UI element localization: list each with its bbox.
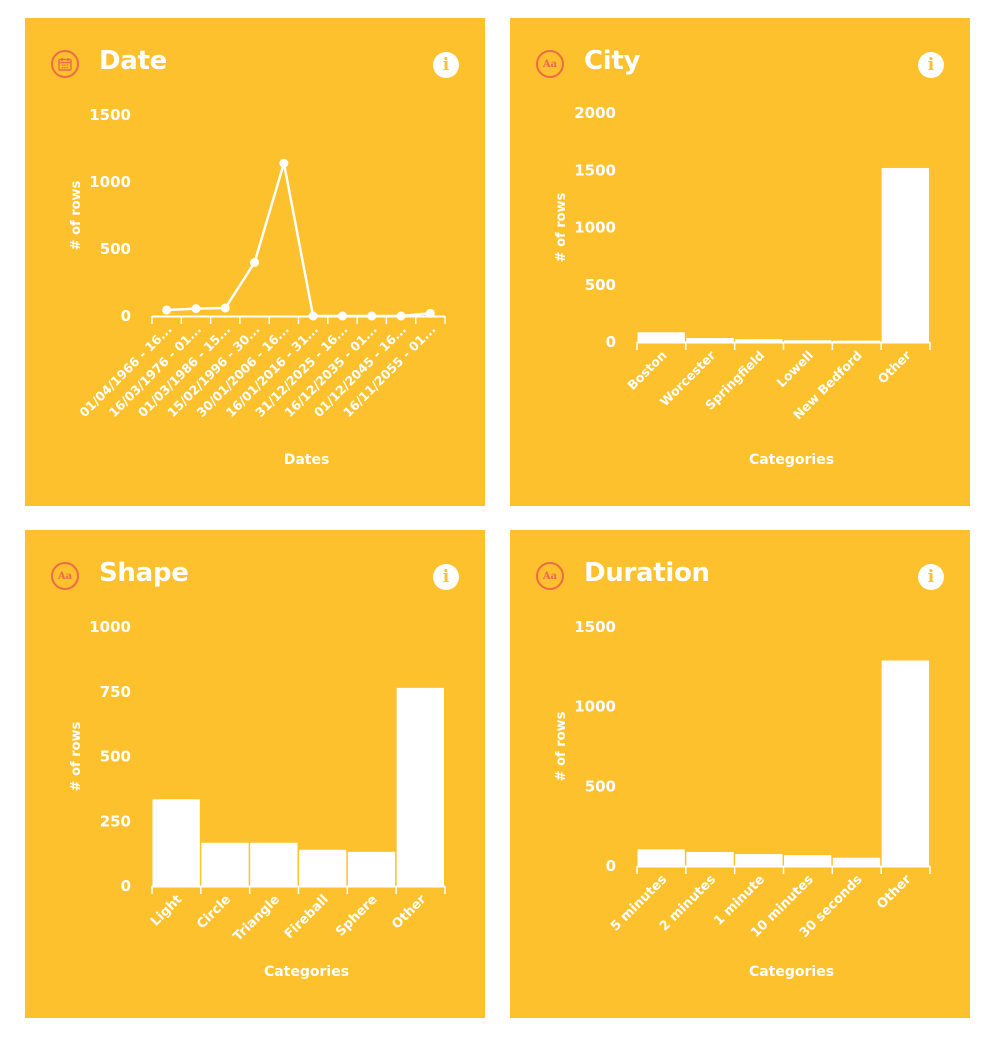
info-icon[interactable]: i	[918, 52, 944, 78]
duration-panel: Aa Duration i 0 500 1000 1500 # of rows Categ…	[510, 530, 970, 1018]
y-tick-label: 1000	[574, 698, 616, 716]
info-icon[interactable]: i	[433, 52, 459, 78]
y-tick-label: 1000	[89, 618, 131, 636]
y-tick-label: 0	[121, 877, 131, 895]
data-point	[308, 311, 318, 321]
y-tick-label: 1500	[89, 106, 131, 124]
text-type-icon: Aa	[51, 562, 79, 590]
panel-title: City	[584, 46, 641, 76]
y-tick-label: 250	[100, 812, 131, 830]
x-tick-label: Triangle	[231, 892, 283, 944]
city-panel: Aa City i 0 500 1000 1500 2000 # of rows Categ…	[510, 18, 970, 506]
info-icon[interactable]: i	[918, 564, 944, 590]
text-type-icon: Aa	[536, 562, 564, 590]
y-tick-label: 1000	[574, 219, 616, 237]
bar	[686, 337, 734, 342]
info-icon[interactable]: i	[433, 564, 459, 590]
x-axis-label: Categories	[264, 964, 349, 980]
shape-panel: Aa Shape i 0 250 500 750 1000 # of rows Catego…	[25, 530, 485, 1018]
y-axis-label: # of rows	[554, 711, 569, 781]
data-point	[279, 158, 289, 168]
bar	[881, 167, 929, 342]
y-axis-label: # of rows	[69, 180, 84, 250]
panel-title: Shape	[99, 558, 189, 588]
panel-title: Duration	[584, 558, 710, 588]
calendar-icon-glyph	[58, 58, 72, 71]
y-tick-label: 2000	[574, 104, 616, 122]
panel-header: Date i	[25, 18, 485, 108]
data-point	[191, 304, 201, 314]
bar	[637, 332, 685, 342]
bar	[686, 851, 734, 866]
y-tick-label: 0	[121, 307, 131, 325]
y-tick-label: 500	[100, 240, 131, 258]
data-point	[162, 305, 172, 315]
data-point	[367, 311, 377, 321]
y-tick-label: 1500	[574, 618, 616, 636]
y-tick-label: 500	[100, 748, 131, 766]
bar	[299, 849, 347, 886]
bar	[347, 851, 396, 886]
x-tick-label: Other	[875, 347, 915, 387]
text-type-icon: Aa	[536, 50, 564, 78]
y-tick-label: 1500	[574, 161, 616, 179]
x-tick-label: Light	[148, 892, 185, 929]
y-axis-label: # of rows	[69, 721, 84, 791]
series-line	[166, 161, 431, 318]
x-tick-label: Other	[389, 892, 430, 933]
bar	[201, 842, 249, 886]
y-tick-label: 750	[100, 683, 131, 701]
bar	[250, 842, 298, 886]
data-point	[425, 308, 435, 318]
shape-bar-chart: 0 250 500 750 1000 # of rows Categories Light Ci…	[69, 618, 446, 980]
data-point	[396, 311, 406, 321]
bar	[396, 687, 444, 886]
x-tick-label: Circle	[194, 892, 234, 932]
data-point	[250, 257, 260, 267]
x-tick-label: Sphere	[333, 892, 380, 939]
x-axis-label: Dates	[284, 452, 330, 468]
y-tick-label: 1000	[89, 173, 131, 191]
x-tick-label: Fireball	[282, 892, 332, 942]
bar	[832, 857, 881, 866]
y-axis-label: # of rows	[554, 192, 569, 262]
bar	[784, 855, 832, 866]
y-tick-label: 0	[606, 333, 616, 351]
x-axis-label: Categories	[749, 964, 834, 980]
y-tick-label: 500	[585, 276, 616, 294]
calendar-icon	[51, 50, 79, 78]
panel-header: Aa City i	[510, 18, 970, 108]
date-panel: Date i 0 500 1000 1500 # of rows Dates 01/04/1…	[25, 18, 485, 506]
y-tick-label: 500	[585, 777, 616, 795]
y-tick-label: 0	[606, 857, 616, 875]
bar	[832, 340, 881, 342]
city-bar-chart: 0 500 1000 1500 2000 # of rows Categories Bosto…	[554, 104, 931, 468]
bar	[152, 799, 200, 886]
x-axis-label: Categories	[749, 452, 834, 468]
panel-header: Aa Duration i	[510, 530, 970, 620]
panel-title: Date	[99, 46, 167, 76]
x-tick-label: Other	[874, 872, 915, 913]
x-tick-label: Boston	[624, 348, 669, 393]
bar	[735, 339, 783, 342]
panel-header: Aa Shape i	[25, 530, 485, 620]
data-point	[337, 311, 347, 321]
data-point	[220, 303, 230, 313]
bar	[881, 660, 929, 866]
bar	[735, 854, 783, 866]
bar	[637, 849, 685, 866]
x-tick-label: Lowell	[774, 348, 817, 391]
bar	[784, 340, 832, 342]
